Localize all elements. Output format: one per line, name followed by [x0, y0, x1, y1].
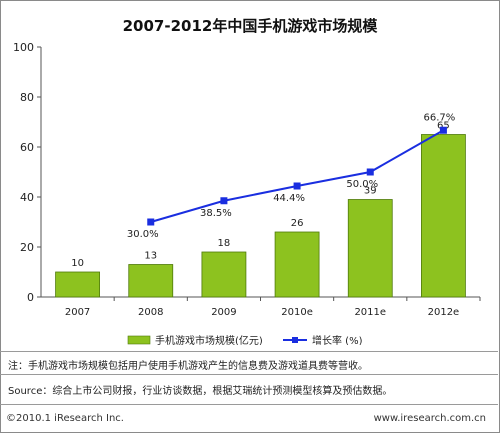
source-text: Source：综合上市公司财报，行业访谈数据，根据艾瑞统计预测模型核算及预估数据… — [8, 386, 393, 397]
growth-rate-point — [220, 197, 228, 205]
growth-rate-label: 30.0% — [127, 229, 159, 240]
legend-bar-label: 手机游戏市场规模(亿元) — [155, 334, 263, 345]
chart-title: 2007-2012年中国手机游戏市场规模 — [123, 17, 379, 35]
y-tick-label: 0 — [27, 291, 34, 304]
bar — [421, 134, 466, 298]
growth-rate-point — [366, 168, 374, 176]
website-link[interactable]: www.iresearch.com.cn — [373, 413, 486, 424]
legend: 手机游戏市场规模(亿元) 增长率 (%) — [127, 334, 363, 345]
x-tick-label: 2012e — [428, 307, 460, 318]
y-tick-label: 80 — [20, 91, 34, 104]
growth-rate-point — [293, 182, 301, 190]
bar — [55, 271, 100, 298]
growth-rate-point — [147, 218, 155, 226]
legend-bar-swatch — [127, 335, 151, 345]
bar-value-label: 10 — [71, 258, 84, 269]
divider-middle — [0, 374, 498, 375]
growth-rate-point — [439, 126, 447, 134]
divider-top — [0, 351, 498, 352]
growth-rate-line — [150, 129, 444, 223]
copyright-text: ©2010.1 iResearch Inc. — [6, 413, 124, 424]
growth-rate-label: 66.7% — [424, 112, 456, 123]
y-tick-label: 100 — [13, 41, 34, 54]
bar-value-label: 65 — [437, 121, 450, 132]
bar-value-label: 39 — [364, 186, 377, 197]
note-text: 注：手机游戏市场规模包括用户使用手机游戏产生的信息费及游戏道具费等营收。 — [8, 361, 368, 372]
legend-line-label: 增长率 (%) — [312, 334, 363, 345]
y-tick-label: 20 — [20, 241, 34, 254]
bar-value-label: 26 — [291, 218, 304, 229]
bar-value-label: 13 — [144, 251, 157, 262]
x-tick-label: 2007 — [65, 307, 90, 318]
y-tick-label: 40 — [20, 191, 34, 204]
x-tick-label: 2011e — [354, 307, 386, 318]
growth-rate-label: 38.5% — [200, 208, 232, 219]
bar-value-label: 18 — [218, 238, 231, 249]
x-tick-label: 2009 — [211, 307, 236, 318]
x-tick-label: 2010e — [281, 307, 313, 318]
x-tick-label: 2008 — [138, 307, 163, 318]
bar — [128, 264, 174, 298]
growth-rate-label: 44.4% — [273, 193, 305, 204]
legend-line-marker — [292, 337, 298, 343]
bar — [274, 231, 320, 298]
bar — [347, 199, 393, 298]
chart-area: 2007-2012年中国手机游戏市场规模 10 13 18 26 39 65 2007 20… — [13, 17, 481, 345]
divider-bottom — [0, 404, 498, 405]
bar — [201, 251, 247, 298]
y-tick-label: 60 — [20, 141, 34, 154]
growth-rate-label: 50.0% — [346, 179, 378, 190]
